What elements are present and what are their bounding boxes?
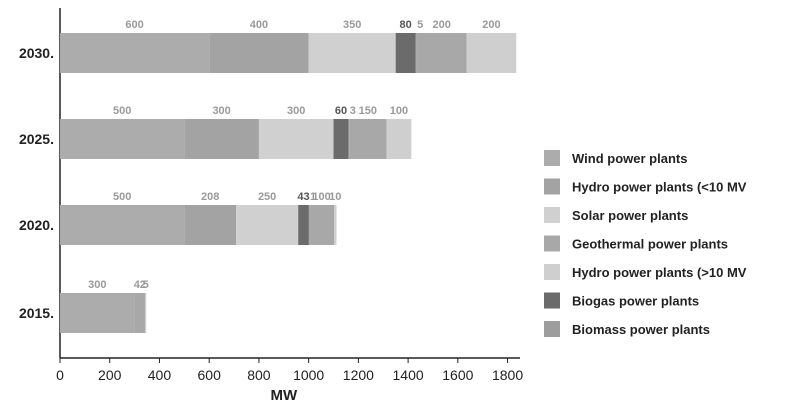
data-label: 80 (399, 19, 411, 31)
data-label: 300 (212, 105, 230, 117)
data-label: 100 (312, 191, 330, 203)
data-label: 100 (390, 105, 408, 117)
legend-label: Hydro power plants (<10 MV (572, 180, 747, 195)
bar-segment (60, 293, 135, 333)
data-label: 350 (343, 19, 361, 31)
bar-segment (236, 205, 299, 245)
legend-label: Biogas power plants (572, 294, 699, 309)
x-axis-title: MW (270, 387, 297, 404)
bar-segment (395, 33, 416, 73)
data-label: 500 (113, 105, 131, 117)
data-label: 200 (482, 19, 500, 31)
legend-label: Biomass power plants (572, 322, 710, 337)
legend-swatch (544, 264, 560, 280)
bar-segment (333, 119, 349, 159)
x-tick-label: 1200 (343, 367, 374, 383)
data-label: 10 (329, 191, 341, 203)
bar-segment (134, 293, 146, 333)
bar-segment (60, 119, 185, 159)
data-label: 500 (113, 191, 131, 203)
x-tick-label: 1000 (293, 367, 324, 383)
data-label: 300 (88, 279, 106, 291)
legend-swatch (544, 321, 560, 337)
x-tick-label: 600 (198, 367, 222, 383)
legend-label: Geothermal power plants (572, 237, 728, 252)
data-label: 300 (287, 105, 305, 117)
data-label: 1 (310, 191, 316, 203)
bar-segment (348, 119, 350, 159)
data-label: 208 (201, 191, 219, 203)
data-label: 3 (350, 105, 356, 117)
legend-label: Wind power plants (572, 151, 687, 166)
bar-segment (258, 119, 334, 159)
bar-segment (309, 205, 335, 245)
data-label: 250 (258, 191, 276, 203)
data-label: 150 (359, 105, 377, 117)
x-tick-label: 200 (98, 367, 122, 383)
bar-segment (416, 33, 467, 73)
bar-segment (298, 205, 309, 245)
bar-segment (386, 119, 412, 159)
x-tick-label: 400 (148, 367, 172, 383)
data-label: 400 (250, 19, 268, 31)
bar-segment (209, 33, 309, 73)
data-label: 60 (335, 105, 347, 117)
x-tick-label: 1800 (492, 367, 523, 383)
bar-segment (60, 205, 185, 245)
data-label: 5 (143, 279, 149, 291)
legend-label: Hydro power plants (>10 MV (572, 265, 747, 280)
legend-label: Solar power plants (572, 208, 688, 223)
y-tick-label: 2025. (19, 131, 54, 147)
bar-segment (184, 119, 259, 159)
bar-segment (60, 33, 210, 73)
bar-segment (334, 205, 337, 245)
bar-segment (466, 33, 517, 73)
data-label: 5 (417, 19, 423, 31)
bar-segment (184, 205, 237, 245)
x-tick-label: 0 (56, 367, 64, 383)
bar-segment (145, 293, 147, 333)
data-label: 200 (432, 19, 450, 31)
x-tick-label: 1600 (442, 367, 473, 383)
x-tick-label: 800 (247, 367, 271, 383)
data-label: 42 (134, 279, 146, 291)
bar-segment (308, 33, 396, 73)
legend-swatch (544, 178, 560, 195)
legend-swatch (544, 235, 560, 252)
data-label: 43 (297, 191, 309, 203)
y-tick-label: 2030. (19, 45, 54, 61)
legend-swatch (544, 150, 560, 166)
bar-segment (349, 119, 387, 159)
x-tick-label: 1400 (393, 367, 424, 383)
bar-segment (415, 33, 417, 73)
y-tick-label: 2020. (19, 217, 54, 233)
y-tick-label: 2015. (19, 305, 54, 321)
data-label: 600 (125, 19, 143, 31)
legend-swatch (544, 292, 560, 309)
legend-swatch (544, 207, 560, 223)
